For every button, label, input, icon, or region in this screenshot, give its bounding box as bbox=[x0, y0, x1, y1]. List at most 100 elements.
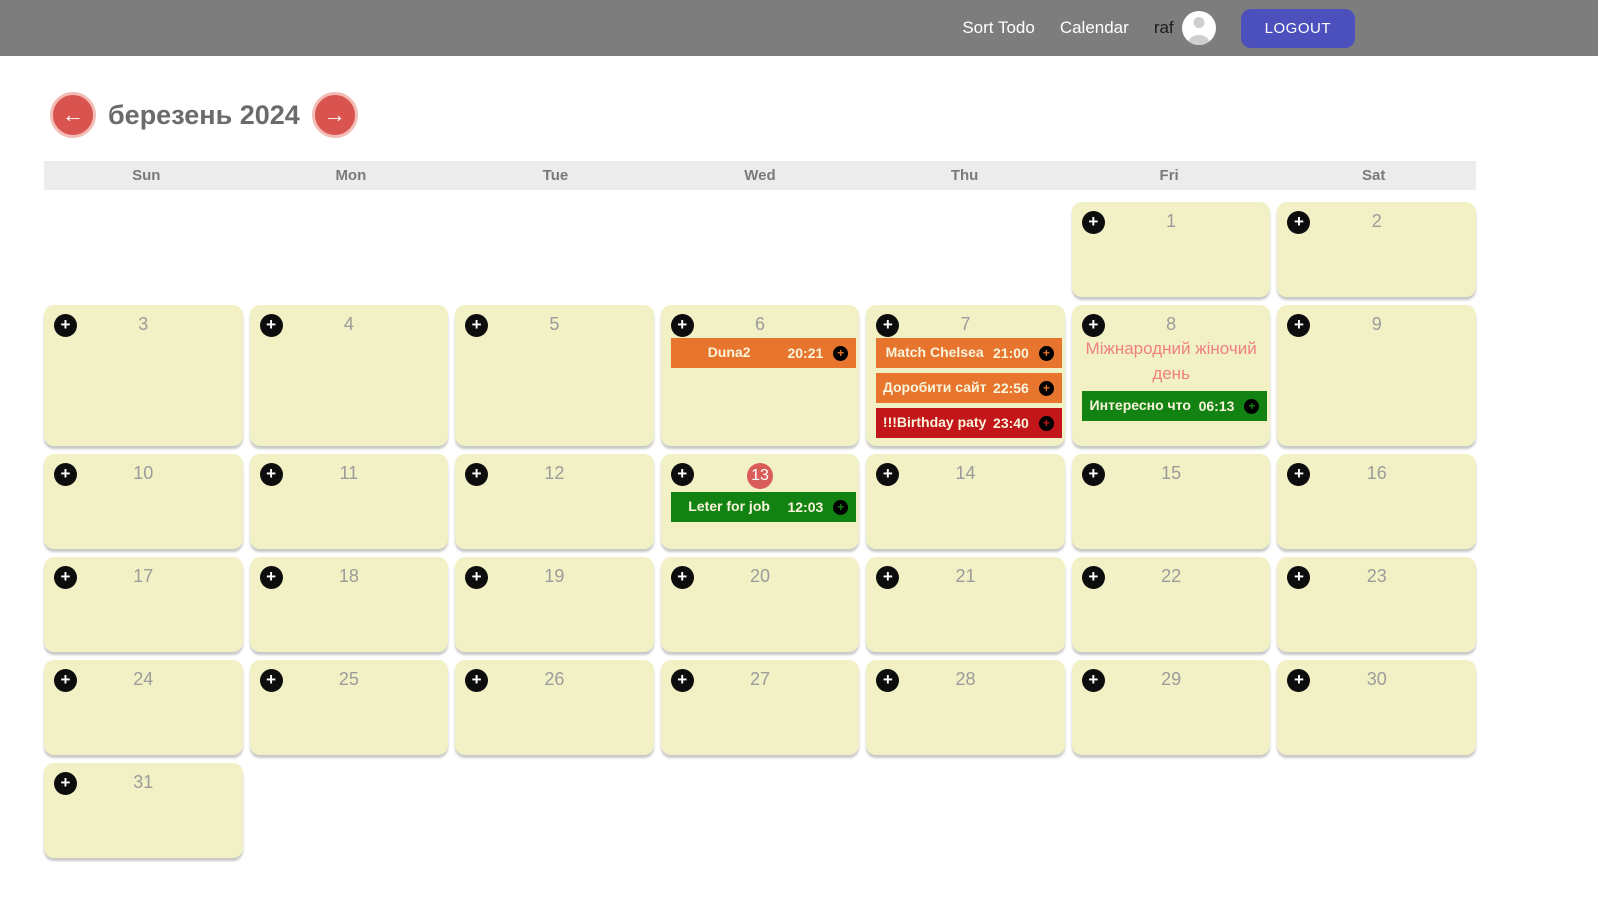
day-cell: +24 bbox=[44, 660, 243, 755]
day-number: 9 bbox=[1371, 314, 1382, 334]
add-event-button[interactable]: + bbox=[1287, 211, 1311, 234]
event-name: Match Chelsea bbox=[885, 344, 984, 361]
event-list: Leter for job 12:03 + bbox=[661, 492, 860, 522]
day-cell: +11 bbox=[249, 454, 449, 549]
day-cell: +28 bbox=[866, 660, 1065, 755]
add-event-button[interactable]: + bbox=[670, 566, 694, 589]
event-time: 22:56 bbox=[993, 380, 1029, 396]
weekday-label: Fri bbox=[1159, 167, 1179, 184]
day-cell: +27 bbox=[660, 660, 860, 755]
event-item[interactable]: Доробити сайт 22:56 + bbox=[876, 373, 1062, 403]
next-month-button[interactable]: → bbox=[311, 92, 358, 138]
day-cell: +20 bbox=[660, 557, 860, 652]
day-number: 28 bbox=[955, 669, 976, 689]
logout-button[interactable]: LOGOUT bbox=[1240, 8, 1355, 48]
add-event-button[interactable]: + bbox=[1287, 669, 1311, 692]
add-event-button[interactable]: + bbox=[54, 463, 77, 486]
day-cell: +6 Duna2 20:21 + bbox=[660, 305, 860, 446]
add-event-button[interactable]: + bbox=[465, 669, 489, 692]
day-cell: +3 bbox=[44, 305, 243, 446]
day-number: 17 bbox=[133, 566, 154, 586]
day-number: 21 bbox=[955, 566, 976, 586]
add-event-button[interactable]: + bbox=[259, 314, 283, 337]
user-avatar-icon[interactable] bbox=[1181, 11, 1216, 45]
add-event-button[interactable]: + bbox=[465, 463, 489, 486]
day-number: 31 bbox=[133, 772, 154, 792]
day-number: 23 bbox=[1366, 566, 1387, 586]
add-event-button[interactable]: + bbox=[465, 566, 489, 589]
nav-link-sort-todo[interactable]: Sort Todo bbox=[962, 18, 1035, 37]
add-event-button[interactable]: + bbox=[1081, 669, 1105, 692]
day-cell: +21 bbox=[866, 557, 1065, 652]
add-event-button[interactable]: + bbox=[670, 463, 694, 486]
event-item[interactable]: Match Chelsea 21:00 + bbox=[876, 338, 1062, 368]
day-cell: +8 Міжнародний жіночий день Интересно что 0… bbox=[1071, 305, 1271, 446]
event-item[interactable]: Leter for job 12:03 + bbox=[670, 492, 857, 522]
day-number: 10 bbox=[133, 463, 154, 483]
event-time: 21:00 bbox=[993, 345, 1029, 361]
event-time: 12:03 bbox=[787, 499, 824, 515]
prev-month-button[interactable]: ← bbox=[50, 92, 96, 138]
nav-link-calendar[interactable]: Calendar bbox=[1059, 18, 1129, 37]
day-number: 18 bbox=[338, 566, 359, 586]
event-plus-icon[interactable]: + bbox=[1038, 380, 1054, 396]
add-event-button[interactable]: + bbox=[54, 566, 77, 589]
add-event-button[interactable]: + bbox=[1287, 463, 1311, 486]
day-number: 24 bbox=[133, 669, 154, 689]
add-event-button[interactable]: + bbox=[465, 314, 489, 337]
add-event-button[interactable]: + bbox=[54, 314, 77, 337]
day-number: 19 bbox=[544, 566, 565, 586]
day-cell: +15 bbox=[1071, 454, 1271, 549]
add-event-button[interactable]: + bbox=[876, 314, 900, 337]
add-event-button[interactable]: + bbox=[670, 669, 694, 692]
event-item[interactable]: Интересно что 06:13 + bbox=[1081, 391, 1268, 422]
arrow-right-icon: → bbox=[323, 102, 346, 127]
today-badge: 13 bbox=[746, 463, 773, 489]
day-cell: +25 bbox=[249, 660, 449, 755]
day-number: 11 bbox=[339, 463, 359, 483]
day-cell: +4 bbox=[249, 305, 449, 446]
day-number: 6 bbox=[754, 314, 765, 334]
day-number: 22 bbox=[1161, 566, 1182, 586]
event-plus-icon[interactable]: + bbox=[1244, 398, 1260, 414]
calendar-container: ← березень 2024 → Sun Mon Tue Wed Thu Fri Sat … bbox=[44, 92, 1476, 878]
day-cell: +9 bbox=[1277, 305, 1476, 446]
day-cell: +19 bbox=[455, 557, 654, 652]
day-cell: +16 bbox=[1277, 454, 1476, 549]
event-item[interactable]: Duna2 20:21 + bbox=[670, 338, 857, 368]
add-event-button[interactable]: + bbox=[1287, 314, 1311, 337]
add-event-button[interactable]: + bbox=[876, 566, 900, 589]
day-number: 8 bbox=[1166, 314, 1177, 334]
add-event-button[interactable]: + bbox=[259, 566, 283, 589]
day-cell: +26 bbox=[455, 660, 654, 755]
day-cell: +1 bbox=[1071, 202, 1271, 297]
weekday-label: Thu bbox=[950, 167, 979, 184]
add-event-button[interactable]: + bbox=[1081, 463, 1105, 486]
add-event-button[interactable]: + bbox=[259, 669, 283, 692]
day-number: 4 bbox=[343, 314, 354, 334]
add-event-button[interactable]: + bbox=[54, 669, 77, 692]
add-event-button[interactable]: + bbox=[1081, 314, 1105, 337]
event-plus-icon[interactable]: + bbox=[833, 345, 849, 361]
add-event-button[interactable]: + bbox=[670, 314, 694, 337]
day-number: 20 bbox=[749, 566, 770, 586]
add-event-button[interactable]: + bbox=[54, 772, 77, 795]
event-plus-icon[interactable]: + bbox=[833, 499, 849, 515]
day-number: 1 bbox=[1166, 211, 1177, 231]
add-event-button[interactable]: + bbox=[876, 463, 900, 486]
add-event-button[interactable]: + bbox=[876, 669, 900, 692]
add-event-button[interactable]: + bbox=[1287, 566, 1311, 589]
add-event-button[interactable]: + bbox=[259, 463, 283, 486]
event-plus-icon[interactable]: + bbox=[1038, 415, 1054, 431]
day-cell: +12 bbox=[455, 454, 654, 549]
day-cell: +2 bbox=[1277, 202, 1476, 297]
add-event-button[interactable]: + bbox=[1081, 566, 1105, 589]
day-number: 12 bbox=[544, 463, 565, 483]
day-number: 16 bbox=[1366, 463, 1387, 483]
weekday-row: Sun Mon Tue Wed Thu Fri Sat bbox=[44, 161, 1476, 190]
event-plus-icon[interactable]: + bbox=[1038, 345, 1054, 361]
event-item[interactable]: !!!Birthday paty 23:40 + bbox=[876, 408, 1062, 438]
holiday-label: Міжнародний жіночий день bbox=[1085, 339, 1257, 383]
add-event-button[interactable]: + bbox=[1081, 211, 1105, 234]
day-number: 25 bbox=[338, 669, 359, 689]
